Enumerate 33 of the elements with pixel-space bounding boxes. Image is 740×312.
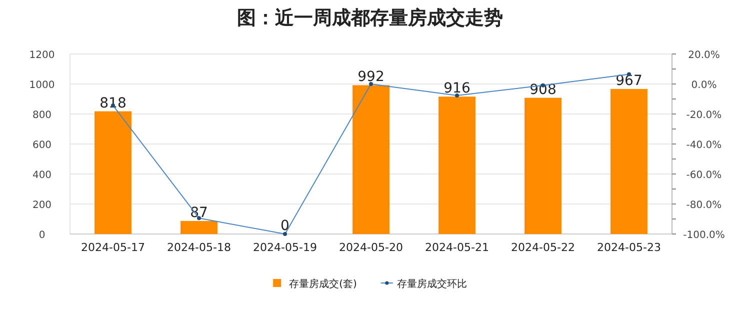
legend-label: 存量房成交环比 xyxy=(396,278,467,290)
x-tick-label: 2024-05-17 xyxy=(81,241,145,254)
data-label: 916 xyxy=(444,80,470,97)
bar xyxy=(94,111,132,234)
x-tick-label: 2024-05-18 xyxy=(167,241,231,254)
y-tick-label: 1000 xyxy=(29,80,55,91)
bar xyxy=(352,85,390,234)
x-tick-label: 2024-05-23 xyxy=(597,241,661,254)
legend-label: 存量房成交(套) xyxy=(289,278,357,290)
y2-tick-label: -100.0% xyxy=(683,230,725,241)
y2-tick-label: -80.0% xyxy=(686,200,722,211)
y2-tick-label: 0.0% xyxy=(691,80,717,91)
x-tick-label: 2024-05-21 xyxy=(425,241,489,254)
x-tick-label: 2024-05-19 xyxy=(253,241,317,254)
y2-tick-label: -20.0% xyxy=(686,110,722,121)
y2-tick-label: -40.0% xyxy=(686,140,722,151)
data-label: 0 xyxy=(280,218,290,234)
bar xyxy=(524,98,562,234)
bar xyxy=(610,88,648,234)
y-tick-label: 0 xyxy=(38,230,46,241)
y2-tick-label: 20.0% xyxy=(688,50,720,61)
y-tick-label: 400 xyxy=(32,170,52,181)
y-tick-label: 800 xyxy=(32,110,52,121)
bar xyxy=(180,220,218,234)
bar xyxy=(438,96,476,234)
y-tick-label: 200 xyxy=(32,200,52,211)
x-tick-label: 2024-05-22 xyxy=(511,241,575,254)
y-tick-label: 1200 xyxy=(29,50,55,61)
data-label: 992 xyxy=(358,69,384,86)
x-tick-label: 2024-05-20 xyxy=(339,241,403,254)
y-tick-label: 600 xyxy=(32,140,52,151)
chart-title: 图：近一周成都存量房成交走势 xyxy=(237,7,503,29)
y2-tick-label: -60.0% xyxy=(686,170,722,181)
